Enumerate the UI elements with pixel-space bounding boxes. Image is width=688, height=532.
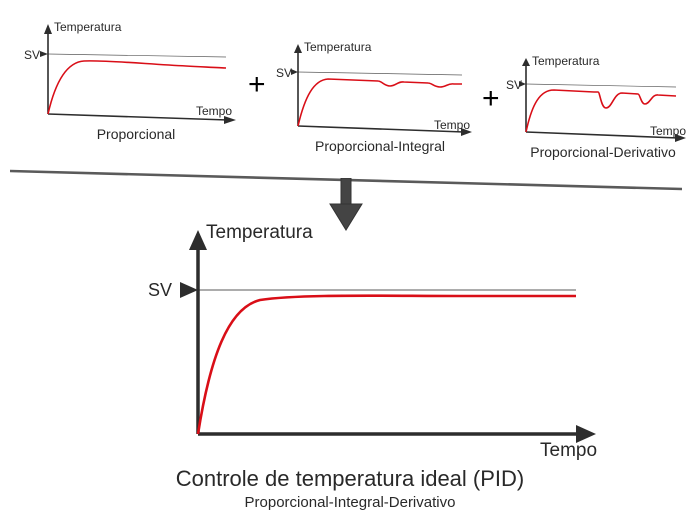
chart-p-caption: Proporcional: [76, 126, 196, 142]
chart-pi-sv-marker: [291, 69, 298, 75]
chart-p-xlabel: Tempo: [196, 104, 232, 118]
chart-pd-xlabel: Tempo: [650, 124, 686, 138]
chart-pi-y-arrow: [294, 44, 302, 53]
chart-pid-y-arrow: [189, 230, 207, 250]
chart-pi: Temperatura SV Tempo Proporcional-Integr…: [278, 44, 478, 136]
chart-pid-subcaption: Proporcional-Integral-Derivativo: [140, 494, 560, 511]
chart-p-sv-label: SV: [24, 48, 40, 62]
down-arrow-icon: [328, 178, 364, 234]
chart-pd-sv-line: [526, 84, 676, 87]
pid-diagram: Temperatura SV Tempo Proporcional + Temp…: [0, 0, 688, 532]
chart-pid: Temperatura SV Tempo: [140, 228, 600, 448]
plus-2: +: [482, 82, 500, 116]
chart-pid-svg: [140, 228, 600, 448]
chart-pid-sv-label: SV: [148, 280, 172, 301]
chart-p-sv-marker: [40, 51, 48, 57]
chart-p-ylabel: Temperatura: [54, 20, 121, 34]
chart-pi-sv-label: SV: [276, 66, 292, 80]
chart-p-sv-line: [48, 54, 226, 57]
chart-pd: Temperatura SV Tempo Proporcional-Deriva…: [508, 58, 688, 142]
chart-pid-ylabel: Temperatura: [206, 222, 313, 244]
chart-pi-ylabel: Temperatura: [304, 40, 371, 54]
chart-pd-y-arrow: [522, 58, 530, 66]
plus-1: +: [248, 68, 266, 102]
chart-pid-xlabel: Tempo: [540, 440, 597, 462]
chart-p: Temperatura SV Tempo Proporcional: [26, 24, 241, 124]
chart-pd-sv-label: SV: [506, 78, 522, 92]
chart-p-y-arrow: [44, 24, 52, 34]
chart-pid-sv-marker: [180, 282, 198, 298]
chart-pd-caption: Proporcional-Derivativo: [518, 144, 688, 160]
chart-pi-sv-line: [298, 72, 462, 75]
chart-pid-caption: Controle de temperatura ideal (PID): [140, 466, 560, 492]
chart-pi-caption: Proporcional-Integral: [300, 138, 460, 154]
chart-pid-curve: [198, 296, 576, 434]
chart-pi-xlabel: Tempo: [434, 118, 470, 132]
chart-pd-ylabel: Temperatura: [532, 54, 599, 68]
